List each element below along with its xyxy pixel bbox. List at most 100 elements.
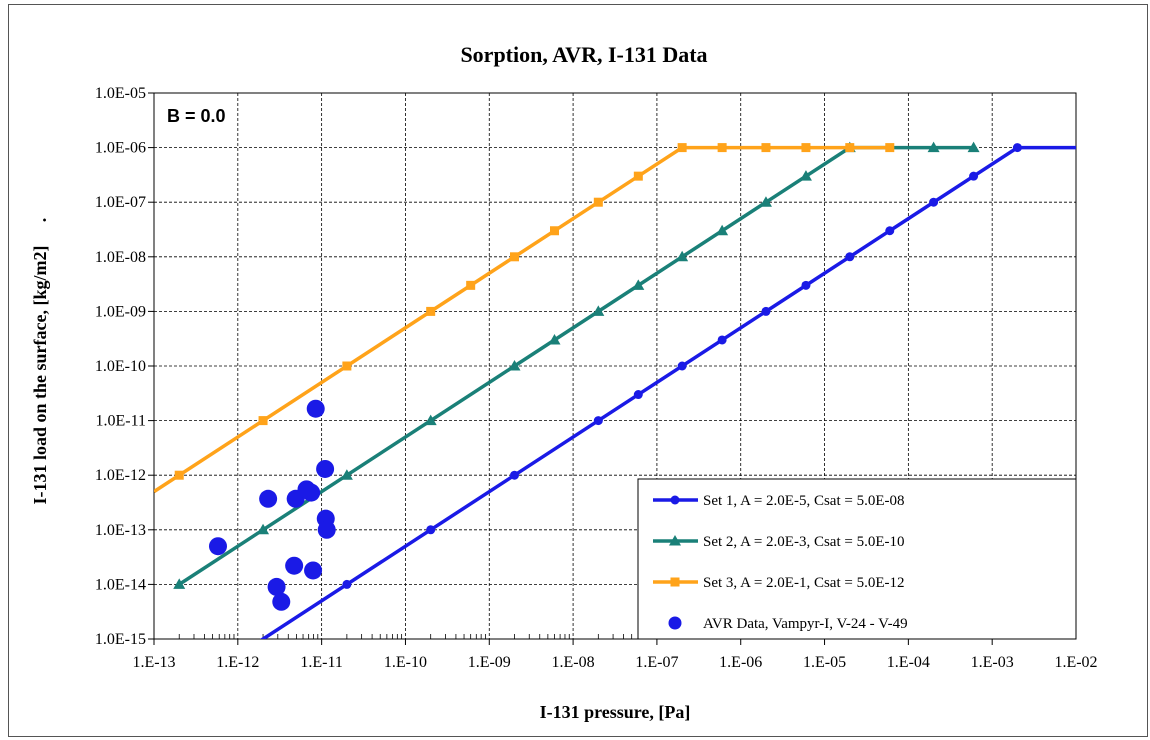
data-point — [845, 252, 855, 262]
data-point — [424, 414, 437, 426]
data-point — [466, 280, 476, 290]
data-point — [259, 489, 278, 508]
data-point — [632, 279, 645, 290]
x-tick-label: 1.E-04 — [887, 654, 930, 671]
x-tick-labels: 1.E-13 1.E-12 1.E-11 1.E-10 1.E-09 1.E-08 1.E-… — [132, 654, 1097, 671]
x-tick-label: 1.E-02 — [1054, 654, 1097, 671]
x-tick-label: 1.E-10 — [384, 654, 427, 671]
data-point — [272, 592, 291, 611]
data-point — [548, 333, 561, 345]
data-point — [317, 520, 336, 539]
series-4 — [208, 399, 336, 611]
data-point — [426, 306, 436, 316]
legend-item: Set 2, A = 2.0E-3, Csat = 5.0E-10 — [653, 534, 905, 550]
legend-swatch-marker — [668, 616, 682, 630]
data-point — [510, 252, 520, 262]
data-point — [285, 556, 304, 575]
data-point — [717, 335, 727, 345]
data-point — [592, 305, 605, 316]
legend-label: Set 1, A = 2.0E-5, Csat = 5.0E-08 — [703, 493, 905, 509]
y-tick-label: 1.0E-13 — [95, 522, 146, 539]
data-point — [342, 361, 352, 371]
legend-item: AVR Data, Vampyr-I, V-24 - V-49 — [668, 616, 908, 632]
data-point — [316, 459, 335, 478]
y-tick-label: 1.0E-08 — [95, 249, 146, 266]
y-tick-label: 1.0E-14 — [95, 576, 146, 593]
legend-swatch-marker — [670, 495, 680, 505]
y-tick-label: 1.0E-12 — [95, 467, 146, 484]
data-point — [885, 226, 895, 236]
data-point — [801, 143, 811, 153]
y-tick-label: 1.0E-07 — [95, 194, 146, 211]
data-point — [174, 470, 184, 480]
data-point — [593, 416, 603, 426]
x-tick-label: 1.E-07 — [635, 654, 678, 671]
legend-item: Set 1, A = 2.0E-5, Csat = 5.0E-08 — [653, 493, 905, 509]
data-point — [258, 416, 268, 426]
y-tick-label: 1.0E-15 — [95, 631, 146, 648]
y-tick-label: 1.0E-05 — [95, 85, 146, 102]
chart: Sorption, AVR, I-131 Data 1.E-13 1.E-12 1.… — [30, 42, 1098, 722]
data-point — [761, 143, 771, 153]
data-point — [885, 143, 895, 153]
data-point — [717, 143, 727, 153]
data-point — [510, 470, 520, 480]
data-point — [633, 390, 643, 400]
x-tick-label: 1.E-09 — [468, 654, 511, 671]
data-point — [929, 197, 939, 207]
data-point — [508, 360, 521, 371]
data-point — [267, 577, 286, 596]
x-axis-label: I-131 pressure, [Pa] — [540, 702, 691, 722]
x-tick-label: 1.E-06 — [719, 654, 762, 671]
y-tick-label: 1.0E-06 — [95, 140, 146, 157]
chart-frame: Sorption, AVR, I-131 Data 1.E-13 1.E-12 1.… — [8, 4, 1148, 737]
data-point — [677, 143, 687, 153]
y-axis-label: I-131 load on the surface, [kg/m2] — [30, 246, 50, 505]
data-point — [676, 250, 689, 262]
legend-label: Set 3, A = 2.0E-1, Csat = 5.0E-12 — [703, 575, 905, 591]
data-point — [302, 483, 321, 502]
data-point — [1012, 143, 1022, 153]
data-point — [426, 525, 436, 535]
data-point — [969, 171, 979, 181]
series-3 — [154, 143, 895, 494]
data-point — [716, 224, 729, 236]
data-point — [677, 361, 687, 371]
data-point — [761, 306, 771, 316]
legend-item: Set 3, A = 2.0E-1, Csat = 5.0E-12 — [653, 575, 905, 591]
series-1 — [259, 143, 1076, 639]
x-tick-label: 1.E-13 — [132, 654, 175, 671]
legend-label: Set 2, A = 2.0E-3, Csat = 5.0E-10 — [703, 534, 905, 550]
x-tick-label: 1.E-12 — [216, 654, 259, 671]
x-tick-label: 1.E-11 — [300, 654, 343, 671]
data-point — [845, 143, 855, 153]
data-point — [759, 196, 772, 207]
data-point — [549, 226, 559, 236]
x-tick-label: 1.E-05 — [803, 654, 846, 671]
data-point — [173, 578, 186, 589]
b-annotation: B = 0.0 — [167, 106, 226, 126]
data-point — [633, 171, 643, 181]
y-tick-labels: 1.0E-05 1.0E-06 1.0E-07 1.0E-08 1.0E-09 1.0E-… — [95, 85, 146, 648]
x-tick-label: 1.E-03 — [971, 654, 1014, 671]
data-point — [340, 469, 353, 480]
y-tick-label: 1.0E-11 — [95, 413, 146, 430]
data-point — [967, 141, 980, 153]
data-point — [593, 197, 603, 207]
y-axis-label-suffix: . — [30, 218, 50, 223]
data-point — [306, 399, 325, 418]
legend-box — [637, 478, 1077, 640]
series-layer — [154, 141, 1076, 639]
chart-title: Sorption, AVR, I-131 Data — [460, 42, 707, 67]
legend-label: AVR Data, Vampyr-I, V-24 - V-49 — [703, 616, 908, 632]
data-point — [208, 537, 227, 556]
data-point — [927, 141, 940, 153]
data-point — [342, 579, 352, 589]
y-tick-label: 1.0E-09 — [95, 303, 146, 320]
legend: Set 1, A = 2.0E-5, Csat = 5.0E-08 Set 2, … — [637, 478, 1077, 640]
data-point — [257, 523, 270, 535]
data-point — [304, 561, 323, 580]
data-point — [801, 280, 811, 290]
legend-swatch-marker — [670, 577, 680, 587]
x-tick-label: 1.E-08 — [552, 654, 595, 671]
